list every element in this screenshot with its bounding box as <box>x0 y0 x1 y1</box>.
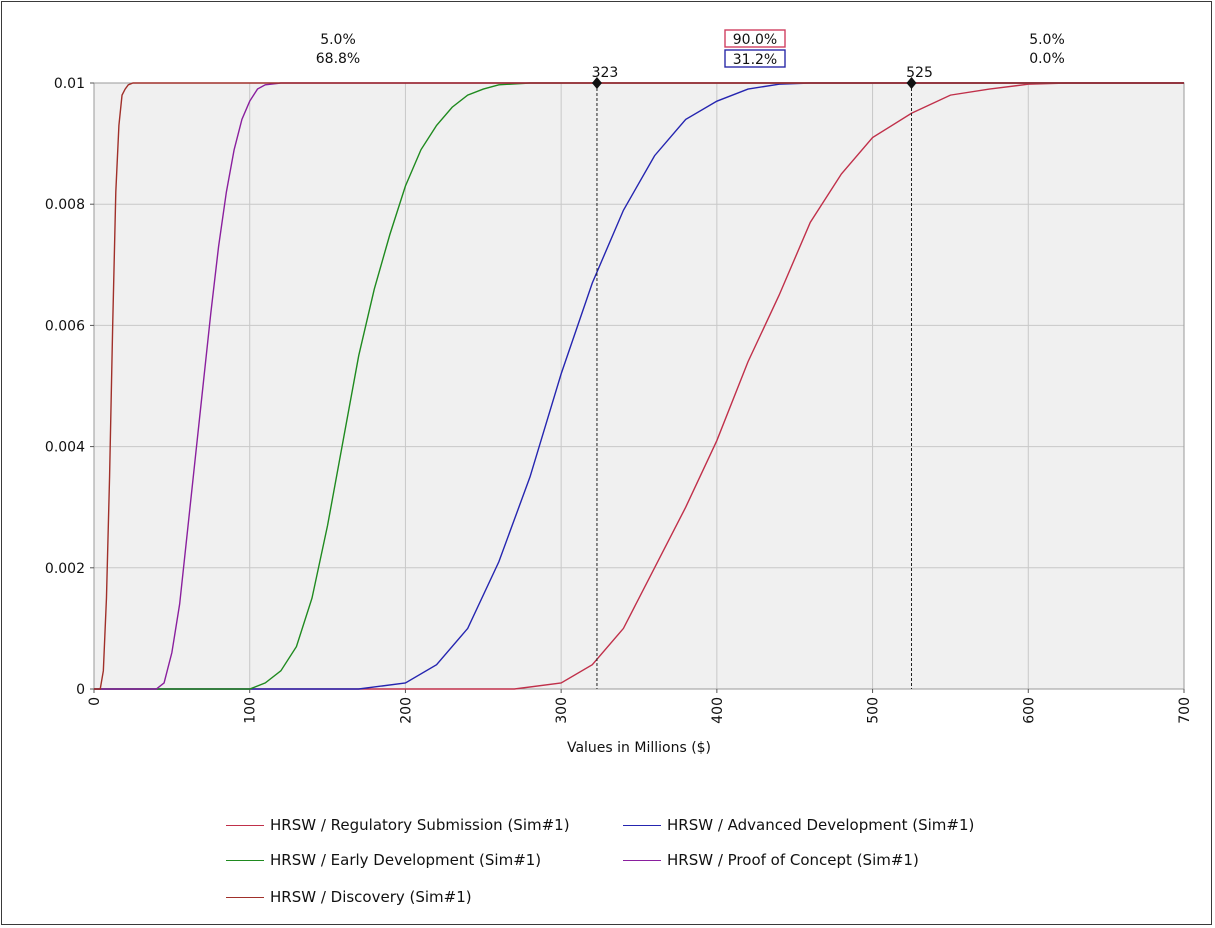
pct-right-upper: 5.0% <box>1029 32 1065 48</box>
y-tick-label: 0.006 <box>45 318 85 334</box>
pct-middle-lower: 31.2% <box>733 52 777 68</box>
pct-middle-upper: 90.0% <box>733 32 777 48</box>
y-tick-label: 0.002 <box>45 561 85 577</box>
marker-label: 323 <box>592 65 619 81</box>
x-tick-label: 200 <box>398 697 414 724</box>
x-axis-title: Values in Millions ($) <box>567 740 711 756</box>
y-tick-label: 0.004 <box>45 440 85 456</box>
x-tick-label: 600 <box>1021 697 1037 724</box>
x-tick-label: 500 <box>866 697 882 724</box>
marker-handle[interactable] <box>591 77 602 89</box>
series-line-3 <box>94 82 1184 690</box>
marker-group: 323 525 <box>592 65 933 689</box>
series-group <box>94 82 1184 690</box>
grid-lines <box>93 82 1185 690</box>
x-tick-label: 400 <box>710 697 726 724</box>
x-tick-label: 300 <box>554 697 570 724</box>
pct-right-lower: 0.0% <box>1029 51 1065 67</box>
series-line-0 <box>94 82 1184 690</box>
marker-label: 525 <box>906 65 933 81</box>
label-group: 5.0% 68.8% 5.0% 0.0% 90.0% 31.2% <box>316 29 1065 68</box>
y-tick-label: 0.008 <box>45 197 85 213</box>
x-tick-label: 700 <box>1177 697 1193 724</box>
pct-middle-upper-box <box>724 29 786 48</box>
series-line-4 <box>94 82 1184 690</box>
x-tick-label: 0 <box>87 697 103 706</box>
pct-middle-lower-box <box>724 49 786 68</box>
y-tick-label: 0.01 <box>54 76 85 92</box>
pct-left-upper: 5.0% <box>320 32 356 48</box>
series-line-2 <box>94 82 1184 690</box>
series-line-1 <box>94 82 1184 690</box>
axes: 0 0.002 0.004 0.006 0.008 0.01 0 100 200 300 400 50… <box>45 76 1193 724</box>
y-tick-label: 0 <box>76 682 85 698</box>
pct-left-lower: 68.8% <box>316 51 360 67</box>
x-tick-label: 100 <box>243 697 259 724</box>
marker-handle[interactable] <box>906 77 917 89</box>
